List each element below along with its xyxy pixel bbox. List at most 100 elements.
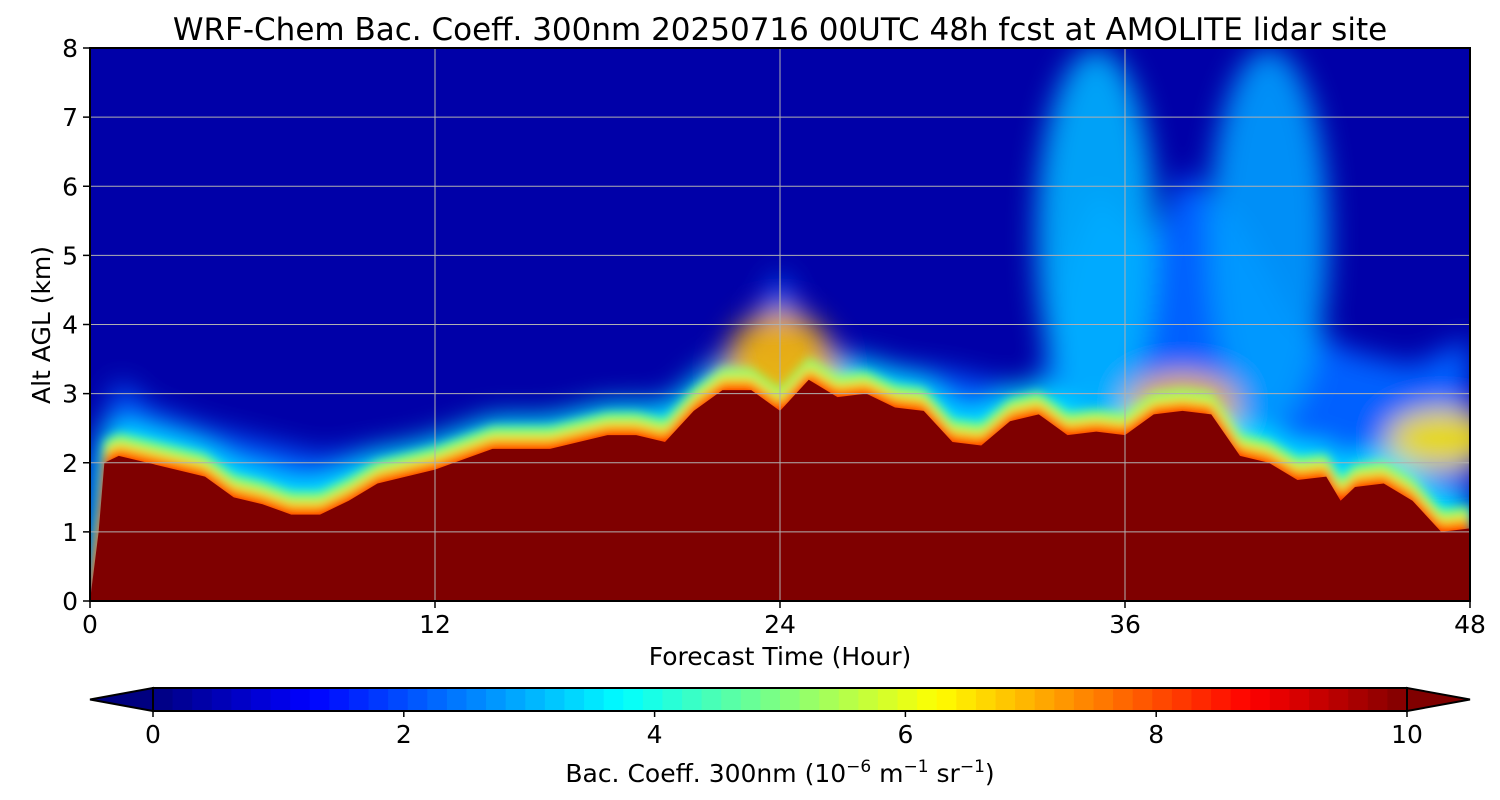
colorbar-bin-14 bbox=[427, 688, 448, 711]
colorbar-bin-9 bbox=[329, 688, 350, 711]
colorbar-bin-17 bbox=[486, 688, 507, 711]
colorbar-bins bbox=[153, 688, 1408, 711]
colorbar-bin-5 bbox=[250, 688, 272, 711]
colorbar-tick-label-10: 10 bbox=[1391, 720, 1423, 749]
colorbar-bin-35 bbox=[838, 688, 859, 711]
y-axis-ticks: 0 1 2 3 4 5 6 7 8 bbox=[62, 34, 90, 616]
y-tick-label-7: 7 bbox=[62, 103, 78, 132]
chart-title: WRF-Chem Bac. Coeff. 300nm 20250716 00UT… bbox=[173, 12, 1387, 48]
colorbar-bin-50 bbox=[1132, 688, 1153, 711]
x-tick-label-24: 24 bbox=[764, 610, 796, 639]
colorbar-bin-15 bbox=[446, 688, 468, 711]
colorbar-bin-58 bbox=[1289, 688, 1310, 711]
colorbar-tick-label-8: 8 bbox=[1148, 720, 1164, 749]
colorbar-bin-18 bbox=[505, 688, 526, 711]
colorbar-tick-label-4: 4 bbox=[647, 720, 663, 749]
colorbar-bin-4 bbox=[231, 688, 252, 711]
colorbar-bin-13 bbox=[407, 688, 428, 711]
x-axis-ticks: 0 12 24 36 48 bbox=[82, 601, 1486, 639]
colorbar-bin-12 bbox=[388, 688, 409, 711]
colorbar-bin-49 bbox=[1113, 688, 1134, 711]
colorbar-label: Bac. Coeff. 300nm (10−6 m−1 sr−1) bbox=[565, 757, 994, 788]
colorbar-bin-16 bbox=[466, 688, 487, 711]
colorbar-bin-2 bbox=[192, 688, 213, 711]
y-tick-label-8: 8 bbox=[62, 34, 78, 63]
colorbar-bin-21 bbox=[564, 688, 585, 711]
colorbar-bin-31 bbox=[760, 688, 781, 711]
colorbar-bin-62 bbox=[1367, 688, 1389, 711]
colorbar-ticks: 0 2 4 6 8 10 bbox=[145, 711, 1423, 749]
colorbar-bin-59 bbox=[1309, 688, 1330, 711]
colorbar-bin-46 bbox=[1054, 688, 1075, 711]
colorbar-tick-label-0: 0 bbox=[145, 720, 161, 749]
colorbar-extend-low bbox=[89, 686, 154, 713]
colorbar-bin-54 bbox=[1211, 688, 1232, 711]
colorbar-bin-51 bbox=[1152, 688, 1173, 711]
colorbar-bin-60 bbox=[1328, 688, 1349, 711]
colorbar-bin-27 bbox=[682, 688, 703, 711]
colorbar-bin-40 bbox=[936, 688, 957, 711]
colorbar-bin-11 bbox=[368, 688, 389, 711]
colorbar-bin-19 bbox=[525, 688, 546, 711]
colorbar-bin-53 bbox=[1191, 688, 1212, 711]
grid-lines bbox=[90, 48, 1470, 601]
colorbar-tick-label-2: 2 bbox=[396, 720, 412, 749]
colorbar: 0 2 4 6 8 10 Bac. Coeff. 300nm (10−6 m−1 sr−1… bbox=[89, 686, 1471, 788]
x-tick-label-48: 48 bbox=[1454, 610, 1486, 639]
colorbar-bin-33 bbox=[799, 688, 820, 711]
colorbar-frame bbox=[152, 687, 1408, 712]
colorbar-bin-26 bbox=[662, 688, 683, 711]
colorbar-bin-28 bbox=[701, 688, 722, 711]
colorbar-bin-30 bbox=[740, 688, 762, 711]
colorbar-bin-24 bbox=[623, 688, 644, 711]
colorbar-bin-22 bbox=[584, 688, 605, 711]
colorbar-bin-29 bbox=[721, 688, 742, 711]
colorbar-bin-0 bbox=[153, 688, 174, 711]
x-tick-label-0: 0 bbox=[82, 610, 98, 639]
colorbar-bin-32 bbox=[780, 688, 801, 711]
colorbar-bin-20 bbox=[544, 688, 566, 711]
colorbar-bin-61 bbox=[1348, 688, 1369, 711]
colorbar-bin-25 bbox=[642, 688, 664, 711]
plume-feature-2 bbox=[1386, 408, 1470, 469]
y-tick-label-0: 0 bbox=[62, 587, 78, 616]
colorbar-bin-7 bbox=[290, 688, 311, 711]
y-tick-label-3: 3 bbox=[62, 380, 78, 409]
plume-feature-3 bbox=[1036, 48, 1157, 429]
plume-feature-4 bbox=[1208, 48, 1329, 429]
colorbar-bin-63 bbox=[1387, 688, 1408, 711]
colorbar-bin-57 bbox=[1269, 688, 1291, 711]
colorbar-bin-47 bbox=[1073, 688, 1095, 711]
colorbar-bin-6 bbox=[270, 688, 291, 711]
x-tick-label-12: 12 bbox=[419, 610, 451, 639]
colorbar-bin-48 bbox=[1093, 688, 1114, 711]
y-tick-label-2: 2 bbox=[62, 449, 78, 478]
colorbar-bin-41 bbox=[956, 688, 977, 711]
colorbar-bin-10 bbox=[348, 688, 370, 711]
colorbar-bin-42 bbox=[975, 688, 997, 711]
y-tick-label-5: 5 bbox=[62, 241, 78, 270]
x-axis-label: Forecast Time (Hour) bbox=[649, 642, 912, 671]
colorbar-bin-38 bbox=[897, 688, 918, 711]
colorbar-bin-23 bbox=[603, 688, 624, 711]
colorbar-bin-56 bbox=[1250, 688, 1271, 711]
colorbar-bin-39 bbox=[917, 688, 938, 711]
colorbar-bin-8 bbox=[309, 688, 330, 711]
colorbar-bin-1 bbox=[172, 688, 193, 711]
colorbar-bin-44 bbox=[1015, 688, 1036, 711]
colorbar-bin-52 bbox=[1171, 688, 1193, 711]
y-tick-label-1: 1 bbox=[62, 518, 78, 547]
x-tick-label-36: 36 bbox=[1109, 610, 1141, 639]
colorbar-extend-high bbox=[1406, 686, 1471, 713]
y-tick-label-6: 6 bbox=[62, 172, 78, 201]
colorbar-bin-43 bbox=[995, 688, 1016, 711]
colorbar-bin-3 bbox=[211, 688, 232, 711]
colorbar-bin-37 bbox=[877, 688, 899, 711]
colorbar-bin-55 bbox=[1230, 688, 1251, 711]
y-tick-label-4: 4 bbox=[62, 311, 78, 340]
colorbar-bin-34 bbox=[819, 688, 840, 711]
y-axis-label: Alt AGL (km) bbox=[27, 246, 56, 404]
colorbar-bin-45 bbox=[1034, 688, 1055, 711]
colorbar-tick-label-6: 6 bbox=[897, 720, 913, 749]
